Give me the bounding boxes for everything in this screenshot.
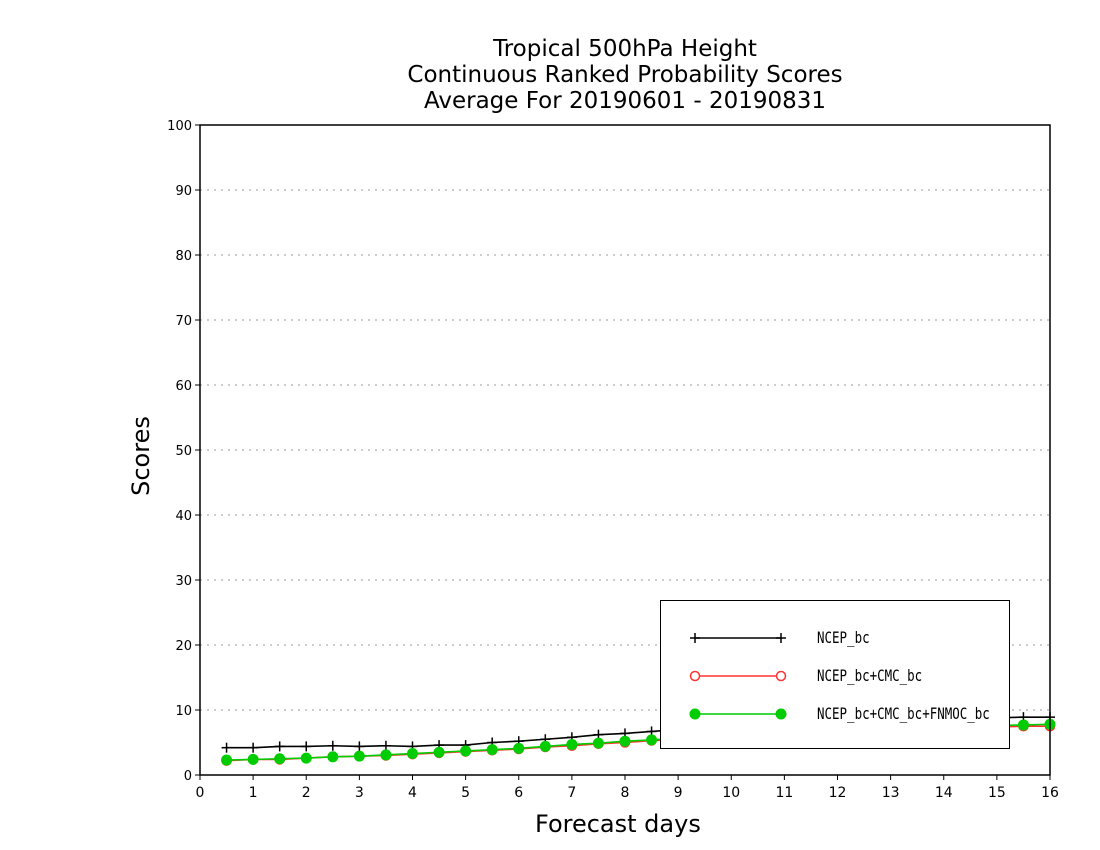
x-tick-label-4: 4 [408,785,417,801]
x-tick-label-16: 16 [1041,785,1059,801]
data-point-0-1 [248,742,259,753]
legend-label-1: NCEP_bc+CMC_bc [817,666,923,685]
data-point-2-15 [619,735,631,747]
data-point-2-1 [247,753,259,765]
x-tick-label-3: 3 [355,785,364,801]
x-tick-label-7: 7 [567,785,576,801]
x-tick-label-13: 13 [882,785,900,801]
legend-swatch-2 [689,708,787,720]
x-tick-label-11: 11 [775,785,793,801]
chart-title-line-3: Average For 20190601 - 20190831 [423,88,827,114]
y-tick-label-70: 70 [175,314,192,329]
data-point-0-4 [327,740,338,751]
legend-swatch-1 [689,670,787,682]
y-tick-label-30: 30 [175,574,192,589]
data-point-2-8 [433,746,445,758]
y-tick-label-90: 90 [175,184,192,199]
data-point-2-16 [646,734,658,746]
y-tick-label-60: 60 [175,379,192,394]
legend-marker-left-0 [690,633,700,643]
y-tick-label-80: 80 [175,249,192,264]
legend-marker-left-1 [689,670,701,682]
y-axis-ticks: 0 10 20 30 40 50 60 70 80 90 100 [167,119,200,784]
data-point-2-13 [566,738,578,750]
data-point-2-0 [221,754,233,766]
y-tick-label-10: 10 [175,704,192,719]
y-tick-label-0: 0 [184,769,192,784]
data-point-2-3 [300,752,312,764]
legend-swatch-0 [690,633,786,643]
y-axis-title: Scores [127,416,155,496]
y-tick-label-50: 50 [175,444,192,459]
data-point-2-12 [539,740,551,752]
data-point-2-14 [592,737,604,749]
y-tick-label-100: 100 [167,119,192,134]
x-tick-label-5: 5 [461,785,470,801]
data-point-2-10 [486,744,498,756]
x-tick-label-0: 0 [196,785,205,801]
x-tick-label-1: 1 [249,785,258,801]
x-tick-label-15: 15 [988,785,1006,801]
x-tick-label-10: 10 [722,785,740,801]
x-tick-label-12: 12 [829,785,847,801]
data-point-0-6 [380,740,391,751]
data-point-0-3 [301,741,312,752]
data-point-0-0 [221,742,232,753]
x-axis-title: Forecast days [535,810,701,838]
data-point-2-30 [1017,719,1029,731]
data-point-0-2 [274,741,285,752]
data-point-2-11 [513,742,525,754]
data-point-2-4 [327,751,339,763]
data-point-2-9 [460,745,472,757]
legend-marker-left-2 [689,708,701,720]
chart-legend: NCEP_bc NCEP_bc+CMC_bc NCEP_bc+CMC_bc+FN… [660,600,1010,749]
data-point-2-7 [407,748,418,760]
legend-item-1: NCEP_bc+CMC_bc [661,664,1009,688]
x-tick-label-2: 2 [302,785,311,801]
legend-marker-right-2 [775,708,787,720]
data-point-0-5 [354,741,365,752]
x-tick-label-8: 8 [621,785,630,801]
legend-marker-right-1 [775,670,787,682]
data-point-2-5 [353,750,365,762]
data-point-2-2 [274,753,286,765]
chart-title-line-2: Continuous Ranked Probability Scores [407,62,843,88]
x-tick-label-14: 14 [935,785,953,801]
y-tick-label-20: 20 [175,639,192,654]
chart-title-line-1: Tropical 500hPa Height [493,36,757,62]
x-tick-label-6: 6 [514,785,523,801]
legend-label-0: NCEP_bc [817,628,870,647]
legend-marker-right-0 [776,633,786,643]
x-tick-label-9: 9 [674,785,683,801]
legend-item-2: NCEP_bc+CMC_bc+FNMOC_bc [661,702,1009,726]
legend-label-2: NCEP_bc+CMC_bc+FNMOC_bc [817,704,990,723]
data-point-2-6 [380,749,392,761]
x-axis-ticks: 0 1 2 3 4 5 6 7 8 9 10 11 12 13 14 15 16 [196,775,1059,801]
legend-item-0: NCEP_bc [661,626,1009,650]
y-tick-label-40: 40 [175,509,192,524]
